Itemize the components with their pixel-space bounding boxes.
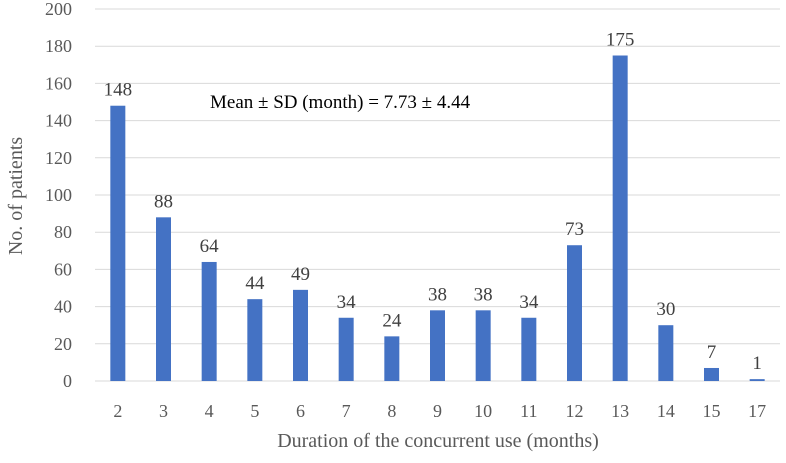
y-tick-label: 60 <box>54 259 72 279</box>
y-tick-label: 200 <box>45 0 72 19</box>
bar-10 <box>475 310 491 381</box>
x-tick-label: 8 <box>387 401 396 421</box>
data-label-11: 34 <box>519 292 539 313</box>
x-axis-title: Duration of the concurrent use (months) <box>277 430 599 452</box>
x-tick-labels: 2 3 4 5 6 7 8 9 10 11 12 13 14 15 17 <box>113 401 766 421</box>
bar-6 <box>293 289 308 381</box>
y-axis-title: No. of patients <box>5 137 27 256</box>
data-label-4: 64 <box>200 236 220 257</box>
x-tick-label: 2 <box>113 401 122 421</box>
data-label-12: 73 <box>565 219 584 240</box>
data-labels: 148 88 64 44 49 34 24 38 38 34 73 175 30 7 1 <box>104 30 762 375</box>
y-tick-label: 140 <box>45 111 72 131</box>
data-label-8: 24 <box>382 310 402 331</box>
data-label-5: 44 <box>245 273 265 294</box>
bar-12 <box>567 245 582 381</box>
data-label-7: 34 <box>337 292 357 313</box>
y-tick-labels: 0 20 40 60 80 100 120 140 160 180 200 <box>45 0 72 391</box>
data-label-10: 38 <box>474 284 493 305</box>
x-tick-label: 15 <box>703 401 721 421</box>
y-tick-label: 120 <box>45 148 72 168</box>
bar-15 <box>704 367 719 381</box>
data-label-3: 88 <box>154 191 173 212</box>
data-label-9: 38 <box>428 284 447 305</box>
x-tick-label: 6 <box>296 401 305 421</box>
bar-11 <box>521 317 537 381</box>
data-label-2: 148 <box>104 80 133 101</box>
bar-5 <box>247 299 263 381</box>
bar-2 <box>110 105 126 381</box>
data-label-13: 175 <box>606 30 635 51</box>
bar-7 <box>338 317 354 381</box>
y-tick-label: 40 <box>54 297 72 317</box>
x-tick-label: 5 <box>250 401 259 421</box>
bar-17 <box>749 379 765 381</box>
y-tick-label: 0 <box>63 371 72 391</box>
mean-sd-annotation: Mean ± SD (month) = 7.73 ± 4.44 <box>210 92 471 113</box>
bar-14 <box>658 325 674 381</box>
x-tick-label: 9 <box>433 401 442 421</box>
data-label-17: 1 <box>752 353 762 374</box>
x-tick-label: 3 <box>159 401 168 421</box>
y-tick-label: 180 <box>45 36 72 56</box>
x-tick-label: 12 <box>566 401 584 421</box>
bar-13 <box>612 55 628 381</box>
x-tick-label: 14 <box>657 401 675 421</box>
x-tick-label: 10 <box>474 401 492 421</box>
x-tick-label: 11 <box>520 401 537 421</box>
bar-9 <box>430 310 445 381</box>
y-tick-label: 20 <box>54 334 72 354</box>
data-label-15: 7 <box>707 342 717 363</box>
bars <box>110 55 765 381</box>
x-tick-label: 13 <box>611 401 629 421</box>
x-tick-label: 17 <box>748 401 766 421</box>
y-tick-label: 160 <box>45 73 72 93</box>
y-tick-label: 80 <box>54 222 72 242</box>
bar-8 <box>384 336 400 381</box>
x-tick-label: 4 <box>205 401 214 421</box>
bar-4 <box>201 261 217 381</box>
data-label-14: 30 <box>656 299 675 320</box>
bar-3 <box>156 217 171 381</box>
y-tick-label: 100 <box>45 185 72 205</box>
data-label-6: 49 <box>291 264 310 285</box>
x-tick-label: 7 <box>342 401 351 421</box>
